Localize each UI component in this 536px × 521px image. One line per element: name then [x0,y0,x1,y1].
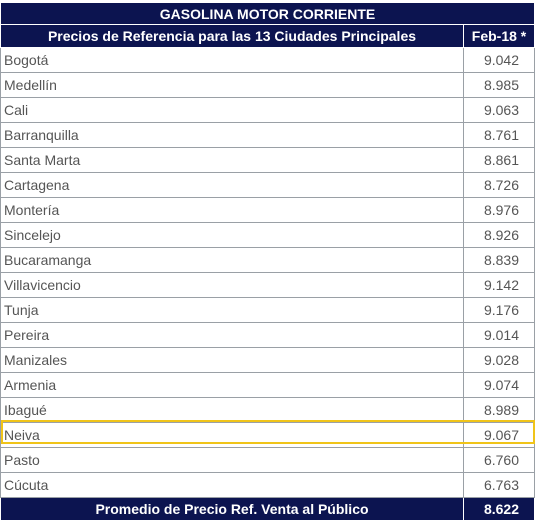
city-name: Bucaramanga [0,247,464,273]
city-price: 9.063 [462,97,536,123]
table-header-row: Precios de Referencia para las 13 Ciudad… [0,24,536,48]
city-price: 9.042 [462,47,536,73]
city-name: Medellín [0,72,464,98]
city-name: Manizales [0,347,464,373]
city-name: Tunja [0,297,464,323]
city-price: 9.028 [462,347,536,373]
city-price: 8.976 [462,197,536,223]
table-row: Medellín 8.985 [0,72,536,98]
city-price: 8.985 [462,72,536,98]
average-label: Promedio de Precio Ref. Venta al Público [0,497,464,521]
city-price: 8.761 [462,122,536,148]
city-price: 8.839 [462,247,536,273]
city-price: 8.989 [462,397,536,423]
city-price: 8.726 [462,172,536,198]
city-name: Bogotá [0,47,464,73]
table-row: Tunja 9.176 [0,297,536,323]
city-price: 6.760 [462,447,536,473]
table-row: Villavicencio 9.142 [0,272,536,298]
city-name: Santa Marta [0,147,464,173]
column-header-period: Feb-18 * [462,24,536,48]
average-value: 8.622 [462,497,536,521]
table-body: Bogotá 9.042 Medellín 8.985 Cali 9.063 Barranq… [0,47,536,498]
city-price: 9.014 [462,322,536,348]
table-row: Armenia 9.074 [0,372,536,398]
city-price: 8.926 [462,222,536,248]
table-row: Santa Marta 8.861 [0,147,536,173]
city-price: 9.176 [462,297,536,323]
city-price: 9.067 [462,422,536,448]
city-price: 9.074 [462,372,536,398]
city-name: Villavicencio [0,272,464,298]
table-row: Cúcuta 6.763 [0,472,536,498]
average-row: Promedio de Precio Ref. Venta al Público… [0,497,536,521]
city-name: Cartagena [0,172,464,198]
city-name: Cali [0,97,464,123]
table-row: Sincelejo 8.926 [0,222,536,248]
city-name: Armenia [0,372,464,398]
city-price: 9.142 [462,272,536,298]
table-row: Bogotá 9.042 [0,47,536,73]
column-header-city: Precios de Referencia para las 13 Ciudad… [0,24,464,48]
city-name: Cúcuta [0,472,464,498]
table-row: Barranquilla 8.761 [0,122,536,148]
table-row: Cali 9.063 [0,97,536,123]
table-row: Montería 8.976 [0,197,536,223]
city-name: Neiva [0,422,464,448]
city-price: 8.861 [462,147,536,173]
city-name: Barranquilla [0,122,464,148]
table-row: Ibagué 8.989 [0,397,536,423]
city-name: Pasto [0,447,464,473]
table-row: Pereira 9.014 [0,322,536,348]
city-name: Ibagué [0,397,464,423]
table-row: Bucaramanga 8.839 [0,247,536,273]
city-name: Montería [0,197,464,223]
table-row: Neiva 9.067 [0,422,536,448]
city-price: 6.763 [462,472,536,498]
city-name: Pereira [0,322,464,348]
table-row: Pasto 6.760 [0,447,536,473]
table-row: Manizales 9.028 [0,347,536,373]
table-title-row: GASOLINA MOTOR CORRIENTE [0,2,536,25]
table-title: GASOLINA MOTOR CORRIENTE [0,2,536,25]
table-row: Cartagena 8.726 [0,172,536,198]
city-name: Sincelejo [0,222,464,248]
